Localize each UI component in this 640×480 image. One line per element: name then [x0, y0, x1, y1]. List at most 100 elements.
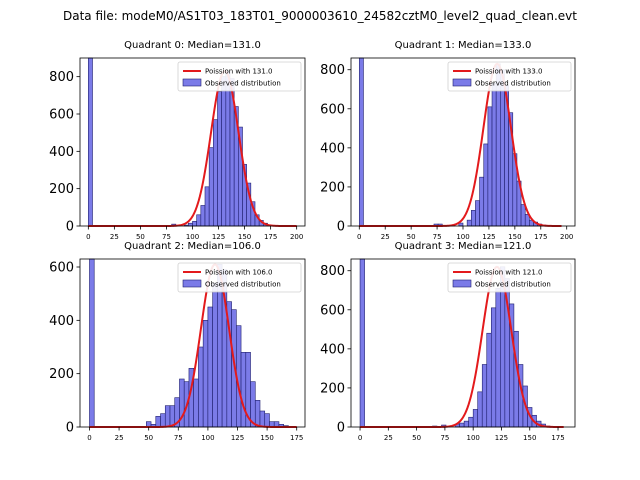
- y-tick-label: 600: [320, 303, 345, 318]
- x-tick-label: 100: [466, 434, 479, 442]
- y-tick-label: 800: [320, 63, 345, 78]
- x-tick-label: 150: [523, 434, 536, 442]
- histogram-bar: [192, 221, 197, 227]
- histogram-bar: [88, 57, 93, 227]
- x-tick-label: 100: [456, 233, 469, 241]
- quadrant-0-title: Quadrant 0: Median=131.0: [124, 40, 261, 51]
- quadrant-0-legend: Poission with 131.0 Observed distribution: [177, 61, 302, 92]
- x-tick-label: 0: [86, 233, 90, 241]
- y-tick-label: 0: [66, 421, 74, 436]
- x-tick-label: 75: [162, 233, 171, 241]
- histogram-bar: [490, 307, 497, 428]
- poisson-curve: [88, 69, 297, 227]
- legend-poisson-label: Poission with 131.0: [205, 68, 273, 76]
- legend-poisson-label: Poission with 121.0: [475, 269, 543, 277]
- histogram-bar: [193, 378, 199, 428]
- legend-box: [447, 61, 572, 92]
- y-tick-label: 0: [337, 220, 345, 235]
- y-tick-label: 400: [320, 342, 345, 357]
- legend-observed-label: Observed distribution: [205, 281, 281, 289]
- x-tick-label: 0: [358, 434, 362, 442]
- y-tick-label: 800: [320, 264, 345, 279]
- histogram-bar: [475, 200, 480, 227]
- x-tick-label: 50: [136, 233, 145, 241]
- legend-bar-swatch: [452, 78, 472, 87]
- histogram-bar: [486, 332, 492, 428]
- legend-bar-swatch: [452, 279, 472, 288]
- quadrant-3-legend: Poission with 121.0 Observed distribution: [447, 262, 572, 293]
- x-tick-label: 175: [264, 233, 277, 241]
- quadrant-2-chart: Quadrant 2: Median=106.0 0 200 400 600 0 25 50 7…: [49, 241, 306, 442]
- x-tick-label: 200: [290, 233, 303, 241]
- histogram-bar: [221, 76, 227, 227]
- histogram-bar: [155, 416, 161, 428]
- quadrant-1-legend: Poission with 133.0 Observed distribution: [447, 61, 572, 92]
- histogram-bar: [89, 258, 95, 428]
- x-tick-label: 25: [384, 434, 393, 442]
- histogram-bar: [477, 391, 483, 428]
- quadrant-2-legend: Poission with 106.0 Observed distribution: [177, 262, 302, 293]
- histogram-bar: [188, 222, 193, 227]
- quadrant-0-chart: Quadrant 0: Median=131.0 0 200 400 600 800 0 25…: [49, 40, 306, 241]
- legend-box: [447, 262, 572, 293]
- histogram-bar: [481, 364, 488, 428]
- x-tick-label: 50: [144, 434, 153, 442]
- x-tick-label: 25: [110, 233, 119, 241]
- x-tick-label: 200: [560, 233, 573, 241]
- quadrant-1-bars: [358, 57, 547, 227]
- y-tick-label: 600: [49, 108, 74, 123]
- x-tick-label: 0: [87, 434, 91, 442]
- y-tick-label: 400: [49, 145, 74, 160]
- x-tick-label: 150: [260, 434, 273, 442]
- histogram-bar: [198, 346, 204, 428]
- figure-title: Data file: modeM0/AS1T03_183T01_90000036…: [63, 9, 577, 23]
- legend-box: [177, 262, 302, 293]
- legend-bar-swatch: [182, 78, 202, 87]
- histogram-bar: [463, 420, 469, 428]
- axes-frame: [79, 258, 306, 428]
- histogram-bar: [164, 405, 171, 428]
- histogram-bar: [254, 400, 261, 428]
- y-tick-label: 0: [337, 421, 345, 436]
- histogram-bar: [202, 320, 209, 428]
- legend-observed-label: Observed distribution: [475, 80, 551, 88]
- axes-frame: [350, 258, 576, 428]
- histogram-bar: [207, 306, 213, 428]
- histogram-bar: [196, 214, 202, 227]
- histogram-bar: [472, 409, 479, 428]
- histogram-bar: [491, 83, 497, 227]
- legend-box: [177, 61, 302, 92]
- y-tick-label: 200: [320, 180, 345, 195]
- legend-observed-label: Observed distribution: [475, 281, 551, 289]
- histogram-bar: [217, 91, 222, 227]
- x-tick-label: 100: [186, 233, 199, 241]
- histogram-bar: [204, 186, 210, 227]
- x-tick-label: 75: [440, 434, 449, 442]
- histogram-bar: [458, 222, 464, 227]
- quadrant-2-title: Quadrant 2: Median=106.0: [124, 241, 261, 252]
- y-tick-label: 600: [49, 261, 74, 276]
- quadrant-3-bars: [359, 258, 551, 428]
- histogram-bar: [359, 258, 365, 428]
- y-tick-label: 400: [320, 141, 345, 156]
- quadrant-3-chart: Quadrant 3: Median=121.0 0 200 400 600 800 0 25…: [320, 241, 576, 442]
- histogram-bar: [208, 147, 214, 227]
- x-tick-label: 175: [290, 434, 303, 442]
- histogram-bar: [483, 143, 489, 227]
- x-tick-label: 125: [212, 233, 225, 241]
- histogram-bar: [225, 70, 231, 227]
- x-tick-label: 75: [174, 434, 183, 442]
- histogram-bar: [264, 413, 270, 428]
- y-tick-label: 800: [49, 70, 74, 85]
- histogram-bar: [212, 282, 218, 428]
- histogram-bar: [468, 416, 474, 428]
- x-tick-label: 150: [238, 233, 251, 241]
- histogram-bar: [495, 288, 501, 428]
- x-tick-label: 150: [508, 233, 521, 241]
- histogram-bar: [213, 119, 218, 227]
- x-tick-label: 175: [551, 434, 564, 442]
- x-tick-label: 100: [201, 434, 214, 442]
- histogram-bar: [470, 210, 476, 227]
- quadrant-1-title: Quadrant 1: Median=133.0: [395, 40, 532, 51]
- histogram-bar: [358, 57, 364, 227]
